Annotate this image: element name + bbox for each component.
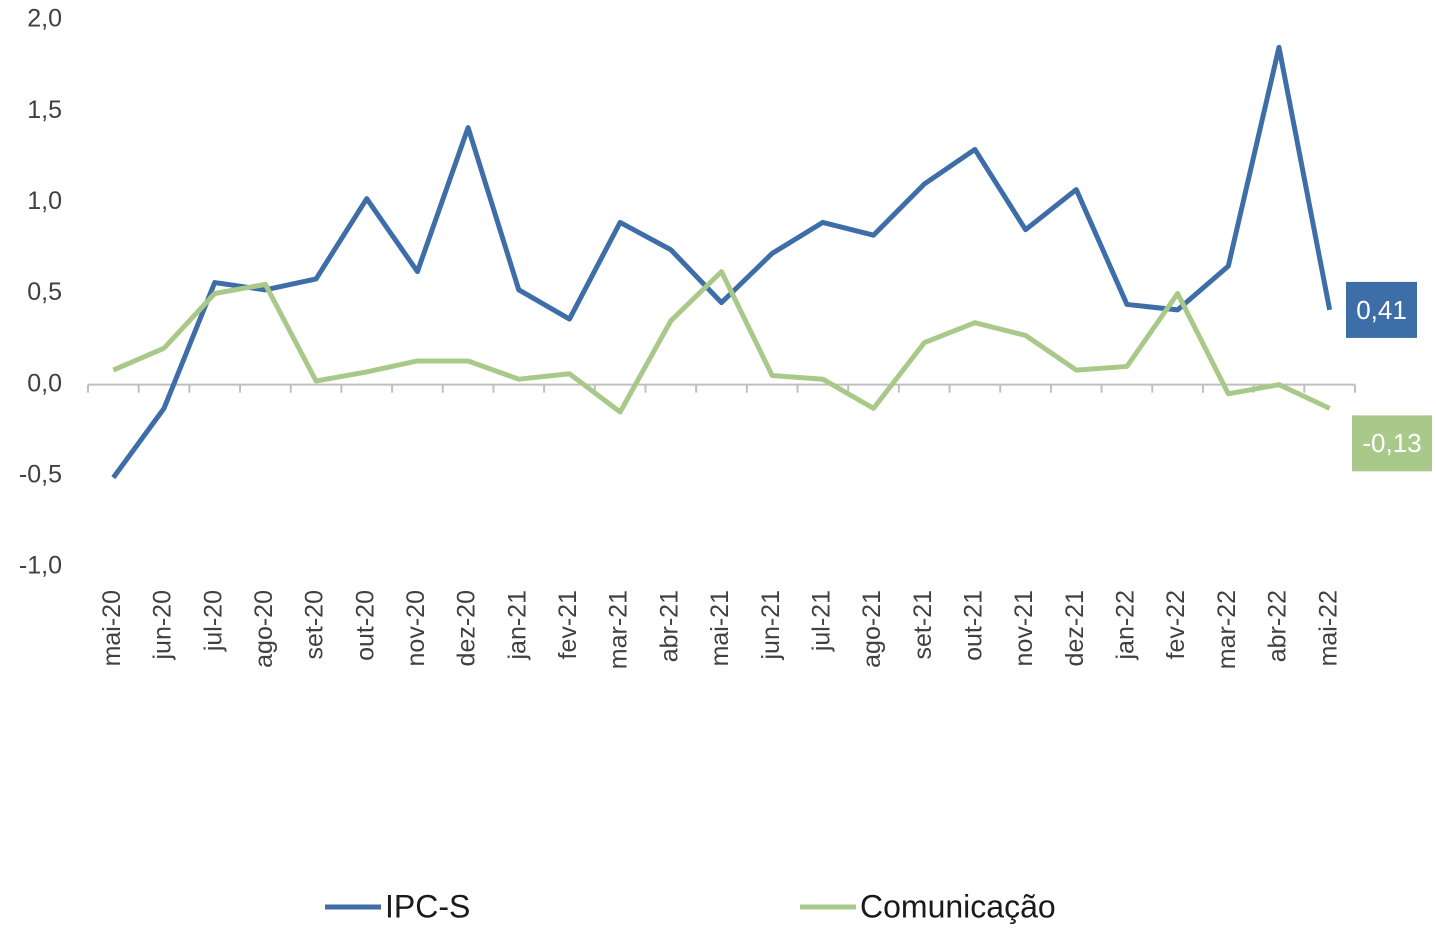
- x-tick-label: nov-21: [1010, 590, 1038, 666]
- series-line: [112, 269, 1331, 415]
- x-tick-label: jul-21: [807, 590, 835, 652]
- x-tick-label: abr-22: [1264, 590, 1292, 662]
- legend-label: IPC-S: [385, 888, 470, 924]
- x-tick-label: jun-20: [149, 590, 177, 661]
- x-tick-label: set-21: [909, 590, 937, 659]
- x-tick-label: dez-20: [453, 590, 481, 666]
- end-label: 0,41: [1356, 295, 1407, 325]
- y-tick-label: 0,5: [27, 278, 62, 306]
- x-tick-label: mai-21: [706, 590, 734, 666]
- y-tick-label: 0,0: [27, 369, 62, 397]
- series-line: [111, 44, 1333, 480]
- x-tick-label: jun-21: [757, 590, 785, 661]
- y-tick-label: -0,5: [19, 460, 62, 488]
- x-tick-label: out-21: [960, 590, 988, 661]
- end-label-box: [1352, 415, 1432, 472]
- legend-label: Comunicação: [860, 888, 1056, 924]
- x-tick-label: ago-20: [250, 590, 278, 668]
- x-tick-label: out-20: [351, 590, 379, 661]
- y-tick-label: 1,0: [27, 187, 62, 215]
- x-tick-label: mai-20: [98, 590, 126, 666]
- x-tick-label: dez-21: [1061, 590, 1089, 666]
- x-tick-label: jul-20: [199, 590, 227, 652]
- x-tick-label: mar-22: [1213, 590, 1241, 669]
- end-label-box: [1346, 281, 1417, 338]
- end-label: -0,13: [1362, 428, 1421, 458]
- y-tick-label: 1,5: [27, 96, 62, 124]
- x-tick-label: set-20: [301, 590, 329, 659]
- x-tick-label: jan-22: [1112, 590, 1140, 661]
- y-tick-label: -1,0: [19, 552, 62, 580]
- x-tick-label: mar-21: [605, 590, 633, 669]
- x-tick-label: jan-21: [503, 590, 531, 661]
- legend: IPC-S Comunicação: [325, 888, 1056, 924]
- x-tick-label: mai-22: [1314, 590, 1342, 666]
- y-tick-label: 2,0: [27, 5, 62, 33]
- x-tick-label: abr-21: [655, 590, 683, 662]
- x-tick-label: nov-20: [402, 590, 430, 666]
- x-tick-label: fev-21: [554, 590, 582, 659]
- x-tick-label: ago-21: [858, 590, 886, 668]
- x-tick-label: fev-22: [1162, 590, 1190, 659]
